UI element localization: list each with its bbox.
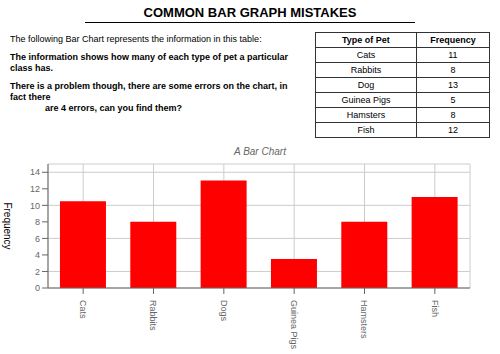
html-text:A Bar Chart: A Bar Chart — [234, 146, 286, 157]
html-text:Hamsters: Hamsters — [346, 110, 386, 120]
svg-text:Guinea Pigs: Guinea Pigs — [289, 300, 299, 350]
html-text:5: 5 — [450, 95, 456, 105]
html-text:12: 12 — [447, 125, 458, 135]
svg-text:4: 4 — [35, 250, 40, 260]
html-text:COMMON BAR GRAPH MISTAKES: COMMON BAR GRAPH MISTAKES — [143, 5, 357, 20]
html-text:There is a problem though, the: There is a problem though, there are som… — [10, 81, 288, 102]
html-text:Type of Pet: Type of Pet — [342, 35, 390, 45]
svg-text:2: 2 — [35, 267, 40, 277]
svg-text:Hamsters: Hamsters — [359, 300, 369, 339]
svg-text:14: 14 — [30, 167, 40, 177]
svg-text:6: 6 — [35, 234, 40, 244]
svg-text:Frequency: Frequency — [8, 202, 13, 249]
html-text:8: 8 — [450, 65, 456, 75]
html-text:13: 13 — [447, 80, 458, 90]
svg-text:10: 10 — [30, 201, 40, 211]
html-text:The following Bar Chart repres: The following Bar Chart represents the i… — [10, 34, 262, 44]
svg-text:Rabbits: Rabbits — [148, 300, 158, 331]
html-text:Fish: Fish — [357, 125, 375, 135]
html-text:8: 8 — [450, 110, 456, 120]
svg-text:Fish: Fish — [430, 300, 440, 317]
html-text:are 4 errors, can you find the: are 4 errors, can you find them? — [45, 103, 182, 113]
html-text:Dog: Dog — [357, 80, 375, 90]
html-text:Rabbits: Rabbits — [350, 65, 382, 75]
html-text:Guinea Pigs: Guinea Pigs — [341, 95, 391, 105]
html-text:Cats: Cats — [356, 50, 376, 60]
svg-text:0: 0 — [35, 283, 40, 293]
svg-text:Dogs: Dogs — [219, 300, 229, 322]
html-text:The information shows how many: The information shows how many of each t… — [10, 52, 288, 73]
svg-text:8: 8 — [35, 217, 40, 227]
svg-text:Cats: Cats — [78, 300, 88, 319]
svg-text:12: 12 — [30, 184, 40, 194]
html-text:11: 11 — [448, 50, 458, 60]
html-text:Frequency: Frequency — [430, 35, 476, 45]
